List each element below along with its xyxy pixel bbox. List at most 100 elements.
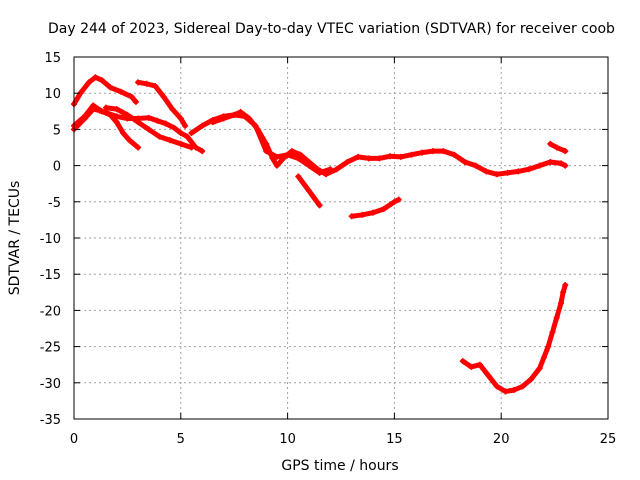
series-track-a — [71, 74, 139, 108]
point-track-f-28 — [451, 151, 458, 158]
point-track-i-4 — [391, 198, 398, 205]
point-track-f-18 — [344, 158, 351, 165]
point-track-f-36 — [536, 162, 543, 169]
point-track-f-39 — [562, 162, 569, 169]
y-tick-label-5: -10 — [40, 232, 61, 247]
point-track-i-3 — [380, 206, 387, 213]
series-line-track-a — [71, 74, 139, 107]
point-track-g-5 — [263, 148, 270, 155]
point-track-j-1 — [553, 144, 560, 151]
y-tick-label-6: -15 — [40, 268, 61, 283]
point-track-e-2 — [152, 82, 159, 89]
series-track-h — [295, 173, 323, 209]
point-track-k-11 — [545, 343, 552, 350]
point-track-k-3 — [485, 372, 492, 379]
axis-ticks: 0 5 10 15 20 25 15 10 5 0 -5 -10 -15 -20 -25 -30 -35 — [40, 51, 617, 447]
point-track-d-0 — [103, 104, 110, 111]
y-tick-label-8: -25 — [40, 341, 61, 356]
point-track-i-1 — [359, 211, 366, 218]
point-track-b-11 — [171, 124, 178, 131]
point-track-f-17 — [333, 166, 340, 173]
point-track-c-7 — [126, 137, 133, 144]
point-track-d-7 — [177, 140, 184, 147]
chart-title: Day 244 of 2023, Sidereal Day-to-day VTE… — [48, 21, 615, 37]
grid-lines — [74, 57, 608, 419]
point-track-h-0 — [295, 173, 302, 180]
point-track-k-8 — [528, 376, 535, 383]
point-track-b-13 — [184, 133, 191, 140]
point-track-f-1 — [199, 122, 206, 129]
point-track-b-9 — [154, 117, 161, 124]
point-track-f-27 — [440, 148, 447, 155]
point-track-f-26 — [429, 148, 436, 155]
point-track-k-4 — [493, 383, 500, 390]
series-track-i — [348, 196, 402, 220]
point-track-d-8 — [188, 144, 195, 151]
x-axis-label: GPS time / hours — [281, 458, 398, 474]
point-track-b-10 — [162, 120, 169, 127]
y-tick-label-9: -30 — [40, 377, 61, 392]
point-track-k-5 — [502, 388, 509, 395]
point-track-g-0 — [209, 119, 216, 126]
point-track-f-25 — [419, 149, 426, 156]
point-track-g-2 — [231, 111, 238, 118]
y-axis-label: SDTVAR / TECUs — [7, 181, 23, 296]
x-tick-label-4: 20 — [493, 432, 510, 447]
point-track-e-0 — [135, 79, 142, 86]
point-track-f-29 — [461, 158, 468, 165]
y-tick-label-4: -5 — [48, 196, 61, 211]
point-track-a-8 — [132, 98, 139, 105]
point-track-c-3 — [98, 108, 105, 115]
point-track-f-33 — [504, 169, 511, 176]
point-track-f-19 — [355, 153, 362, 160]
point-track-a-2 — [85, 79, 92, 86]
point-track-f-22 — [387, 153, 394, 160]
series-track-g — [209, 111, 334, 176]
point-track-f-31 — [483, 168, 490, 175]
point-track-a-4 — [98, 77, 105, 84]
point-track-f-38 — [558, 160, 565, 167]
point-track-b-15 — [199, 148, 206, 155]
point-track-k-7 — [519, 383, 526, 390]
point-track-k-15 — [560, 289, 567, 296]
point-track-c-8 — [135, 144, 142, 151]
x-tick-label-0: 0 — [70, 432, 78, 447]
series-track-e — [135, 79, 189, 129]
point-track-g-10 — [316, 169, 323, 176]
y-tick-label-10: -35 — [40, 413, 61, 428]
x-tick-label-2: 10 — [279, 432, 296, 447]
point-track-g-8 — [295, 155, 302, 162]
point-track-d-6 — [167, 137, 174, 144]
point-track-k-2 — [476, 361, 483, 368]
point-track-e-5 — [177, 115, 184, 122]
point-track-c-6 — [120, 130, 127, 137]
point-track-k-6 — [511, 387, 518, 394]
point-track-k-14 — [558, 300, 565, 307]
point-track-a-3 — [92, 74, 99, 81]
point-track-g-4 — [252, 122, 259, 129]
point-track-g-7 — [284, 151, 291, 158]
point-track-j-0 — [547, 140, 554, 147]
point-track-f-24 — [408, 151, 415, 158]
point-track-i-0 — [348, 213, 355, 220]
point-track-c-4 — [107, 111, 114, 118]
point-track-i-2 — [370, 209, 377, 216]
point-track-f-20 — [365, 155, 372, 162]
point-track-f-13 — [297, 151, 304, 158]
point-track-g-6 — [273, 153, 280, 160]
y-tick-label-2: 5 — [53, 123, 61, 138]
point-track-g-9 — [305, 162, 312, 169]
y-tick-label-0: 15 — [44, 51, 61, 66]
series-line-track-k — [460, 282, 568, 394]
point-track-c-1 — [81, 113, 88, 120]
point-track-c-5 — [113, 119, 120, 126]
point-track-k-13 — [553, 314, 560, 321]
point-track-j-2 — [562, 148, 569, 155]
point-track-d-2 — [124, 111, 131, 118]
point-track-k-0 — [459, 358, 466, 365]
point-track-g-3 — [241, 113, 248, 120]
point-track-c-2 — [90, 102, 97, 109]
point-track-a-5 — [107, 84, 114, 91]
x-tick-label-5: 25 — [600, 432, 617, 447]
